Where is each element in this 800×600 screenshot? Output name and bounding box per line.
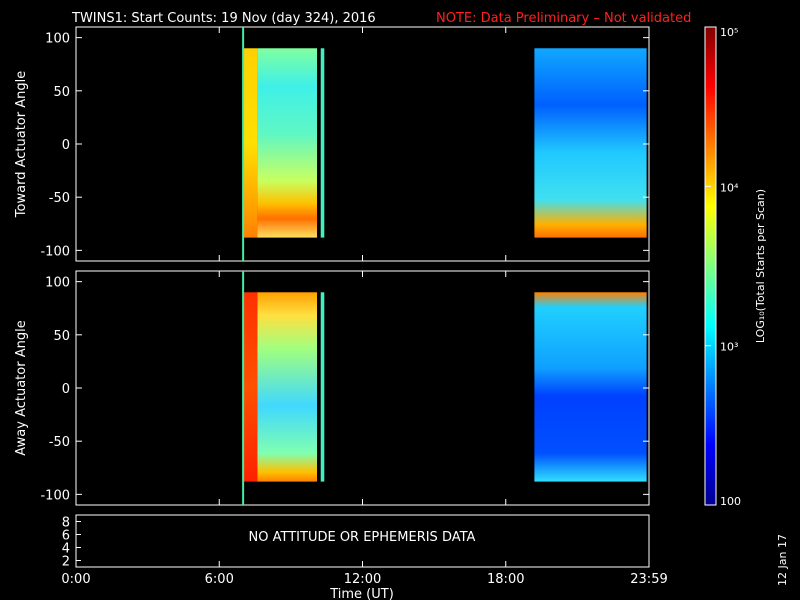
away-ytick-label-4: 100 bbox=[45, 276, 70, 291]
preliminary-note: NOTE: Data Preliminary – Not validated bbox=[436, 11, 691, 26]
away-heatmap bbox=[242, 271, 647, 505]
colorbar bbox=[704, 26, 717, 506]
toward-ylabel: Toward Actuator Angle bbox=[14, 71, 29, 218]
toward-ytick-label-3: 50 bbox=[53, 85, 70, 100]
away-block-1 bbox=[257, 292, 318, 482]
toward-ytick-label-0: -100 bbox=[40, 244, 70, 259]
eph-ytick-label-1: 4 bbox=[62, 542, 70, 557]
away-block-2 bbox=[317, 292, 321, 482]
away-ytick-label-1: -50 bbox=[49, 435, 70, 450]
away-ylabel: Away Actuator Angle bbox=[14, 320, 29, 455]
toward-block-4 bbox=[534, 48, 647, 238]
away-block-0 bbox=[243, 292, 258, 482]
eph-ytick-label-2: 6 bbox=[62, 529, 70, 544]
toward-ytick-label-2: 0 bbox=[62, 138, 70, 153]
away-ytick-label-0: -100 bbox=[40, 488, 70, 503]
colorbar-tick-label-0: 10⁵ bbox=[720, 26, 738, 39]
colorbar-tick-label-2: 10³ bbox=[720, 341, 738, 354]
away-block-4 bbox=[534, 292, 647, 482]
toward-block-1 bbox=[257, 48, 318, 238]
away-block-3 bbox=[320, 292, 325, 482]
toward-block-0 bbox=[243, 48, 258, 238]
toward-ytick-label-4: 100 bbox=[45, 32, 70, 47]
away-ytick-label-3: 50 bbox=[53, 329, 70, 344]
toward-block-2 bbox=[317, 48, 321, 238]
no-data-message: NO ATTITUDE OR EPHEMERIS DATA bbox=[249, 530, 476, 545]
eph-ytick-label-0: 2 bbox=[62, 555, 70, 570]
x-tick-label-0: 0:00 bbox=[61, 572, 90, 587]
colorbar-tick-label-1: 10⁴ bbox=[720, 181, 739, 194]
toward-heatmap bbox=[242, 27, 647, 261]
x-tick-label-3: 18:00 bbox=[487, 572, 524, 587]
x-tick-label-4: 23:59 bbox=[630, 572, 667, 587]
colorbar-tick-label-3: 100 bbox=[720, 495, 741, 508]
x-tick-label-1: 6:00 bbox=[205, 572, 234, 587]
x-axis-label: Time (UT) bbox=[329, 587, 394, 600]
chart-title: TWINS1: Start Counts: 19 Nov (day 324), … bbox=[71, 11, 376, 26]
away-ytick-label-2: 0 bbox=[62, 382, 70, 397]
toward-block-3 bbox=[320, 48, 325, 238]
x-tick-label-2: 12:00 bbox=[344, 572, 381, 587]
date-stamp: 12 Jan 17 bbox=[776, 534, 789, 586]
colorbar-label: LOG₁₀(Total Starts per Scan) bbox=[754, 189, 767, 343]
eph-ytick-label-3: 8 bbox=[62, 516, 70, 531]
colorbar-ticks: 10⁵ 10⁴ 10³ 100 bbox=[705, 26, 741, 508]
toward-ytick-label-1: -50 bbox=[49, 191, 70, 206]
